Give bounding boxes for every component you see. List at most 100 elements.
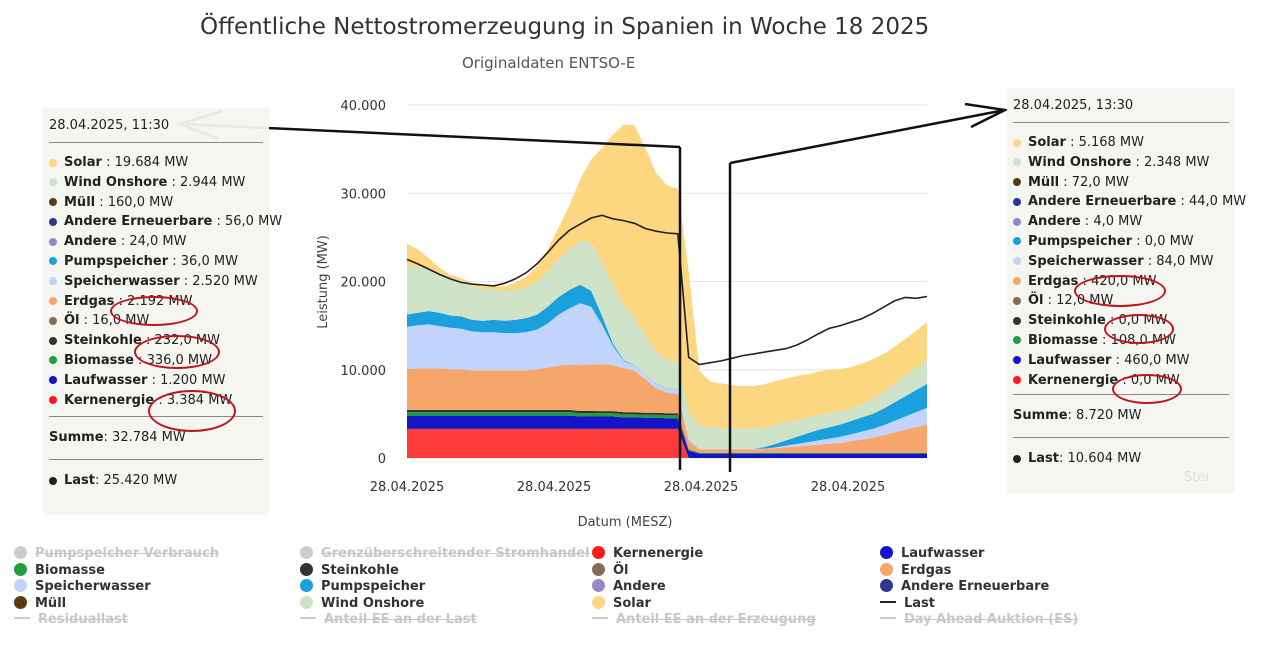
- series-value: : 84,0 MW: [1143, 253, 1214, 269]
- legend-label: Anteil EE an der Erzeugung: [616, 612, 816, 627]
- series-value: : 72,0 MW: [1059, 174, 1129, 190]
- series-value: : 460,0 MW: [1111, 352, 1190, 368]
- legend-line-marker: [880, 600, 896, 603]
- legend-label: Day Ahead Auktion (ES): [904, 612, 1079, 627]
- highlight-circle: [134, 335, 220, 369]
- legend-item[interactable]: Anteil EE an der Last: [300, 612, 477, 628]
- series-dot: [49, 257, 57, 266]
- area-erdgas: [407, 364, 927, 453]
- series-label: Wind Onshore: [64, 174, 168, 190]
- legend-line-marker: [300, 617, 316, 619]
- series-dot: [49, 158, 57, 167]
- legend-dot-marker: [592, 546, 605, 559]
- last-value: : 10.604 MW: [1059, 451, 1142, 467]
- legend-label: Pumpspeicher Verbrauch: [35, 546, 219, 561]
- y-axis-label: Leistung (MW): [316, 235, 331, 329]
- legend-item[interactable]: Last: [880, 596, 935, 612]
- series-value: : 19.684 MW: [101, 155, 189, 170]
- legend-item[interactable]: Erdgas: [880, 562, 952, 579]
- tooltip-row: Pumpspeicher : 36,0 MW: [43, 252, 269, 272]
- legend-label: Last: [904, 595, 936, 611]
- legend-item[interactable]: Öl: [592, 562, 629, 579]
- highlight-circle: [1112, 374, 1182, 404]
- area-kernenergie: [407, 428, 927, 458]
- legend-item[interactable]: Grenzüberschreitender Stromhandel: [300, 546, 590, 562]
- tooltip-row: Speicherwasser : 2.520 MW: [43, 272, 269, 292]
- series-label: Speicherwasser: [1028, 253, 1144, 269]
- legend-item[interactable]: Biomasse: [14, 562, 105, 579]
- legend-item[interactable]: Pumpspeicher Verbrauch: [14, 546, 219, 562]
- legend-dot-marker: [14, 562, 27, 576]
- series-dot: [1013, 336, 1021, 345]
- legend-dot-marker: [592, 595, 605, 609]
- arrow-right-line: [729, 108, 1006, 165]
- series-label: Kernenergie: [1028, 372, 1119, 388]
- series-value: : 2.944 MW: [167, 174, 246, 190]
- legend-dot-marker: [14, 546, 27, 559]
- series-dot: [1013, 138, 1021, 147]
- legend-item[interactable]: Anteil EE an der Erzeugung: [592, 612, 816, 628]
- tooltip-left: 28.04.2025, 11:30 Solar : 19.684 MW Wind …: [43, 108, 282, 515]
- legend-label: Erdgas: [901, 562, 952, 578]
- y-tick-label: 20.000: [341, 276, 387, 291]
- legend-item[interactable]: Andere Erneuerbare: [880, 579, 1049, 595]
- partial-legend-text: Stei: [1184, 470, 1209, 485]
- legend-item[interactable]: Laufwasser: [880, 546, 984, 562]
- legend-item[interactable]: Pumpspeicher: [300, 579, 425, 595]
- series-label: Andere Erneuerbare: [64, 214, 213, 230]
- series-dot: [49, 277, 57, 286]
- legend-label: Kernenergie: [613, 546, 704, 561]
- legend-label: Wind Onshore: [321, 595, 425, 611]
- legend-item[interactable]: Müll: [14, 595, 66, 612]
- legend-item[interactable]: Kernenergie: [592, 546, 703, 562]
- series-dot: [1013, 277, 1021, 286]
- series-label: Steinkohle: [64, 333, 142, 349]
- last-label: Last: [1028, 451, 1060, 467]
- series-label: Kernenergie: [64, 392, 155, 408]
- series-dot: [49, 237, 57, 246]
- arrow-right-head: [964, 102, 1010, 129]
- chart-title: Öffentliche Nettostromerzeugung in Spani…: [200, 14, 930, 40]
- highlight-circle: [1104, 314, 1174, 344]
- legend-item[interactable]: Solar: [592, 595, 651, 612]
- x-tick-label: 28.04.2025: [811, 480, 885, 495]
- legend-item[interactable]: Steinkohle: [300, 562, 399, 579]
- series-dot: [1013, 237, 1021, 246]
- x-tick-label: 28.04.2025: [370, 480, 444, 495]
- legend-item[interactable]: Residuallast: [14, 612, 128, 628]
- series-label: Erdgas: [64, 293, 115, 309]
- tooltip-row: Pumpspeicher : 0,0 MW: [1007, 232, 1235, 252]
- series-dot: [49, 336, 57, 345]
- series-dot: [49, 356, 57, 365]
- legend-item[interactable]: Day Ahead Auktion (ES): [880, 612, 1078, 628]
- series-dot: [1013, 197, 1021, 206]
- legend-item[interactable]: Andere: [592, 579, 666, 595]
- legend-item[interactable]: Speicherwasser: [14, 579, 151, 595]
- highlight-circle: [110, 296, 198, 326]
- series-label: Müll: [64, 194, 96, 210]
- series-value: : 24,0 MW: [116, 234, 187, 250]
- series-dot: [49, 178, 57, 187]
- legend-line-marker: [14, 617, 30, 619]
- series-value: : 44,0 MW: [1176, 194, 1247, 210]
- last-value: : 25.420 MW: [95, 473, 178, 489]
- highlight-circle: [1074, 275, 1166, 307]
- last-dot: [49, 476, 57, 485]
- series-dot: [1013, 376, 1021, 385]
- chart-legend: Pumpspeicher Verbrauch Grenzüberschreiten…: [14, 546, 1214, 636]
- area-pumpspeicher: [407, 284, 927, 449]
- sum-value: : 8.720 MW: [1067, 408, 1142, 424]
- line-last: [406, 214, 928, 366]
- tooltip-row: Solar : 19.684 MW: [43, 153, 269, 173]
- legend-dot-marker: [592, 579, 605, 592]
- sum-label: Summe: [49, 430, 104, 446]
- legend-item[interactable]: Wind Onshore: [300, 595, 425, 612]
- series-dot: [49, 376, 57, 385]
- tooltip-row: Andere Erneuerbare : 44,0 MW: [1007, 192, 1246, 212]
- tooltip-row: Andere : 4,0 MW: [1007, 212, 1235, 232]
- legend-dot-marker: [300, 546, 313, 559]
- legend-line-marker: [592, 617, 608, 619]
- tooltip-row: Andere Erneuerbare : 56,0 MW: [43, 212, 282, 232]
- series-label: Pumpspeicher: [64, 253, 169, 269]
- legend-label: Biomasse: [35, 562, 105, 578]
